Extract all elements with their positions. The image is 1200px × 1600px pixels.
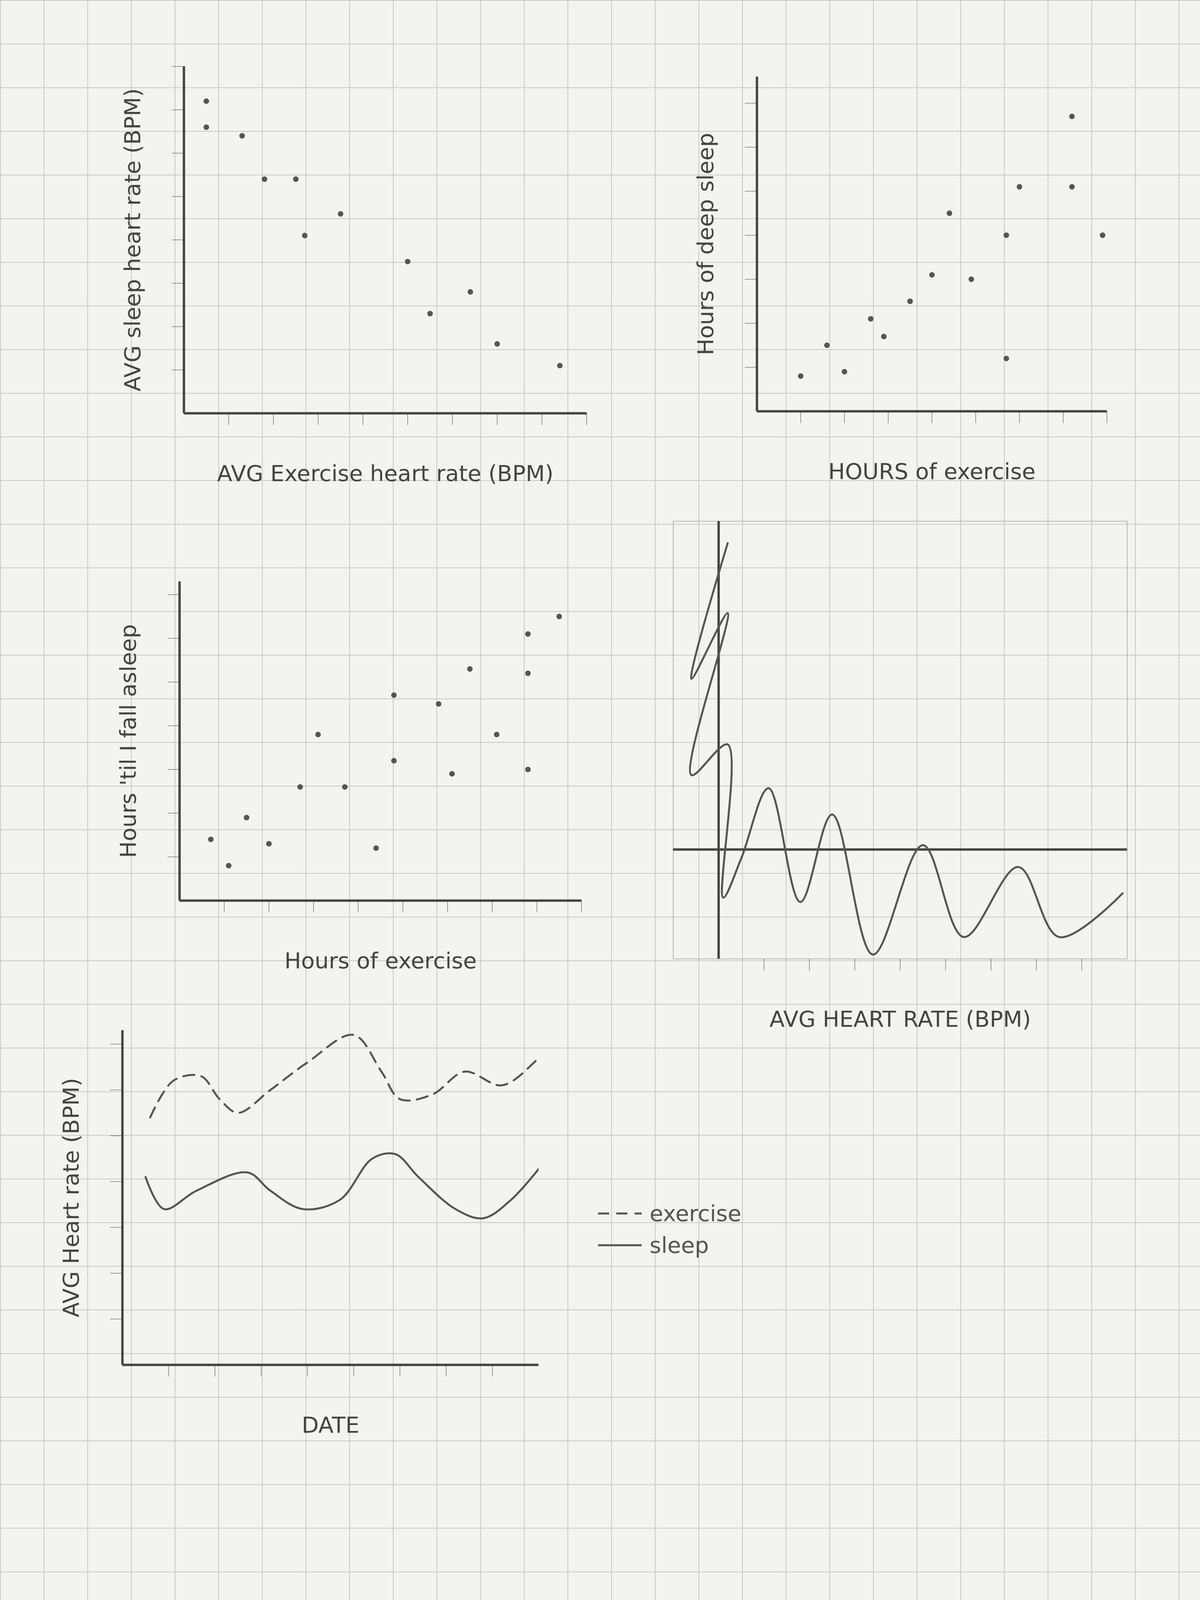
html-text:sleep: sleep xyxy=(649,1231,709,1258)
svg-text:HOURS of exercise: HOURS of exercise xyxy=(828,458,1036,485)
svg-text:Hours 'til I fall asleep: Hours 'til I fall asleep xyxy=(115,624,141,858)
svg-text:DATE: DATE xyxy=(301,1411,360,1438)
svg-text:AVG Exercise heart rate (BPM): AVG Exercise heart rate (BPM) xyxy=(217,460,554,487)
html-text:exercise: exercise xyxy=(649,1200,742,1226)
svg-text:Hours of deep sleep: Hours of deep sleep xyxy=(692,132,719,356)
svg-text:Hours of exercise: Hours of exercise xyxy=(284,947,477,974)
svg-text:AVG Heart rate (BPM): AVG Heart rate (BPM) xyxy=(57,1077,84,1318)
svg-text:AVG sleep heart rate (BPM): AVG sleep heart rate (BPM) xyxy=(119,88,146,392)
svg-text:AVG HEART RATE (BPM): AVG HEART RATE (BPM) xyxy=(769,1005,1031,1032)
